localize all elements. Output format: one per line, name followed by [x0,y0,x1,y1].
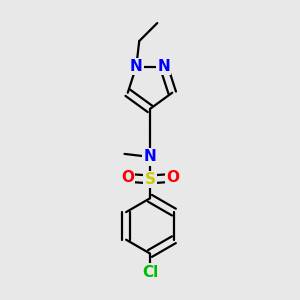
Text: O: O [166,170,179,185]
Text: N: N [144,149,156,164]
Text: N: N [130,59,142,74]
Text: N: N [158,59,170,74]
Text: Cl: Cl [142,265,158,280]
Text: O: O [121,170,134,185]
Text: S: S [145,172,155,187]
